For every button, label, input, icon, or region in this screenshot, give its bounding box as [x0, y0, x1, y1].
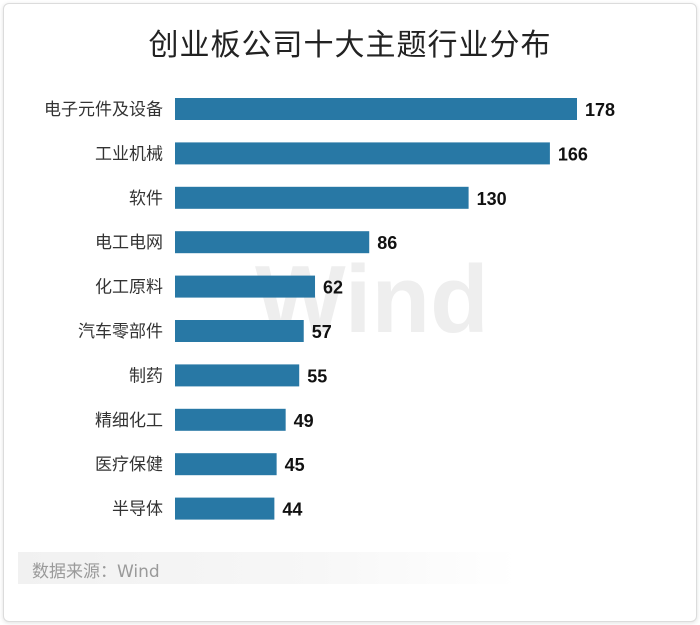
chart-title: 创业板公司十大主题行业分布 [148, 28, 552, 63]
data-label: 45 [285, 455, 305, 475]
data-label: 178 [585, 100, 615, 120]
category-label: 汽车零部件 [78, 322, 163, 342]
data-label: 57 [312, 322, 332, 342]
category-label: 精细化工 [95, 411, 163, 431]
data-label: 86 [377, 233, 397, 253]
bar [175, 408, 286, 431]
data-label: 166 [558, 144, 588, 164]
category-label: 工业机械 [95, 144, 163, 164]
category-label: 制药 [129, 366, 163, 386]
data-label: 44 [282, 500, 302, 520]
category-label: 化工原料 [95, 278, 163, 298]
bar [175, 320, 304, 342]
data-label: 62 [323, 278, 343, 298]
category-label: 半导体 [112, 500, 163, 520]
data-label: 55 [307, 366, 327, 386]
bar [175, 98, 577, 120]
source-note: 数据来源：Wind [32, 562, 160, 582]
bar [175, 186, 469, 209]
bar [175, 453, 277, 476]
data-label: 49 [294, 411, 314, 431]
bar [175, 231, 370, 254]
bar [175, 497, 275, 520]
data-label: 130 [477, 189, 507, 209]
category-label: 电子元件及设备 [44, 100, 163, 120]
category-label: 电工电网 [95, 233, 163, 253]
bar [175, 275, 316, 298]
category-label: 医疗保健 [95, 455, 163, 475]
bar [175, 142, 550, 165]
category-label: 软件 [129, 189, 163, 209]
source-background [18, 552, 518, 584]
bar [175, 364, 300, 387]
